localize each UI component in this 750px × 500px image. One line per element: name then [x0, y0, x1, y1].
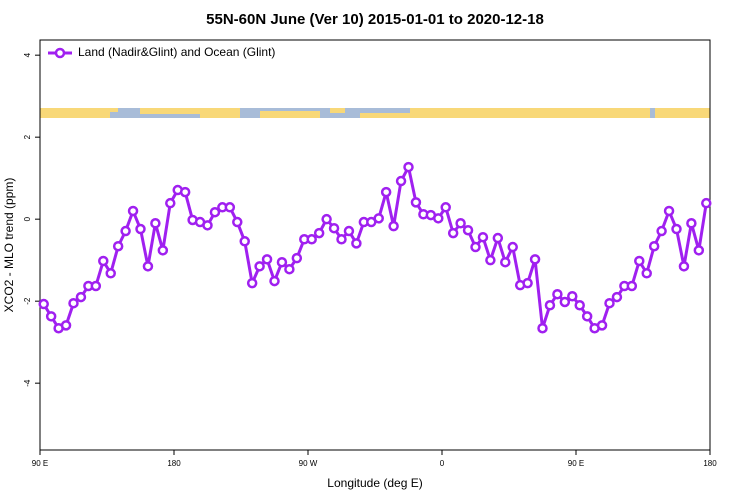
data-point	[351, 238, 362, 249]
data-point	[105, 268, 116, 279]
data-point	[150, 218, 161, 229]
data-point	[380, 186, 392, 198]
data-point	[68, 297, 79, 309]
data-point	[395, 175, 407, 187]
y-axis-label: XCO2 - MLO trend (ppm)	[2, 178, 16, 313]
data-point	[120, 225, 131, 237]
data-point	[269, 275, 280, 287]
x-tick-label: 90 W	[299, 459, 318, 468]
data-point	[179, 186, 191, 198]
data-point	[656, 225, 667, 237]
data-point	[574, 300, 585, 311]
y-tick-label: -2	[23, 297, 32, 305]
data-point	[693, 245, 705, 256]
y-tick-label: -4	[23, 379, 32, 387]
data-point	[634, 255, 645, 267]
data-point	[596, 320, 608, 331]
data-point	[165, 197, 176, 209]
data-point	[477, 231, 489, 243]
data-point	[492, 232, 504, 244]
data-point	[544, 300, 556, 311]
data-point	[276, 256, 288, 268]
data-point	[373, 213, 384, 224]
data-point	[470, 241, 481, 253]
data-point	[313, 227, 325, 239]
data-point	[127, 205, 139, 217]
data-point	[581, 311, 593, 322]
data-point	[604, 297, 615, 309]
data-point	[552, 288, 563, 300]
data-point	[559, 296, 571, 308]
data-point	[60, 320, 72, 331]
data-point	[90, 280, 102, 292]
data-point	[686, 218, 697, 229]
data-point	[336, 234, 347, 245]
data-point	[246, 277, 258, 289]
y-tick-label: 2	[23, 134, 32, 139]
data-point	[678, 261, 690, 272]
x-axis-label: Longitude (deg E)	[327, 476, 422, 490]
data-point	[254, 261, 265, 272]
y-tick-label: 4	[23, 52, 32, 57]
data-point	[224, 202, 236, 213]
data-point	[157, 245, 169, 256]
data-point	[626, 280, 638, 292]
data-point	[410, 197, 422, 208]
data-point	[232, 216, 243, 228]
x-tick-label: 0	[440, 459, 445, 468]
data-point	[455, 218, 466, 229]
data-point	[485, 254, 496, 266]
legend-label: Land (Nadir&Glint) and Ocean (Glint)	[78, 45, 275, 59]
data-point	[75, 291, 87, 303]
data-point	[447, 227, 459, 239]
data-point	[306, 234, 317, 245]
data-point	[671, 223, 682, 235]
data-point	[537, 322, 548, 334]
x-tick-label: 90 E	[32, 459, 48, 468]
data-point	[284, 263, 295, 275]
data-point	[611, 291, 623, 303]
data-point	[321, 213, 332, 225]
data-point	[388, 220, 399, 232]
land-ocean-strip	[40, 108, 710, 118]
data-point	[522, 277, 533, 289]
data-point	[701, 197, 712, 209]
data-point	[507, 241, 518, 253]
data-point	[135, 223, 146, 235]
data-point	[239, 236, 250, 247]
data-point	[648, 240, 660, 252]
x-tick-label: 180	[703, 459, 717, 468]
chart-title: 55N-60N June (Ver 10) 2015-01-01 to 2020…	[206, 11, 544, 28]
data-point	[45, 311, 57, 322]
data-point	[291, 252, 303, 264]
data-point	[433, 213, 444, 224]
x-tick-label: 90 E	[568, 459, 584, 468]
data-point	[403, 161, 414, 173]
data-point	[529, 254, 541, 265]
data-point	[209, 206, 221, 218]
data-point	[567, 291, 578, 302]
data-point	[343, 225, 355, 237]
data-point	[641, 268, 652, 279]
data-point	[328, 222, 340, 234]
data-point	[500, 256, 511, 268]
data-point	[98, 255, 109, 267]
legend-marker	[54, 47, 66, 59]
data-point	[202, 220, 213, 231]
plot-frame	[39, 39, 711, 451]
data-point	[663, 205, 675, 217]
data-point	[440, 202, 451, 213]
data-point	[142, 261, 154, 272]
data-point	[112, 240, 124, 252]
data-point	[462, 224, 474, 236]
x-tick-label: 180	[167, 459, 181, 468]
data-point	[38, 298, 49, 310]
y-tick-label: 0	[23, 216, 32, 221]
data-point	[261, 254, 273, 265]
